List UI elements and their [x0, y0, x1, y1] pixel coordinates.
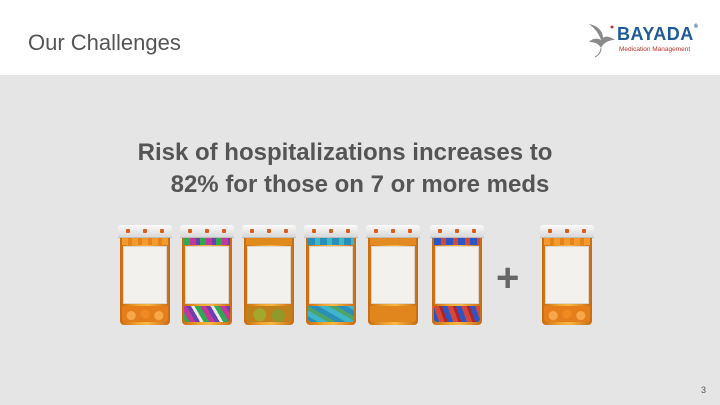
pill-bottle-icon: [540, 225, 594, 325]
slide-content: Risk of hospitalizations increases to 82…: [0, 75, 720, 405]
logo-registered-mark: ®: [693, 24, 699, 30]
bayada-logo: BAYADA® Medication Management: [585, 18, 698, 62]
logo-wordmark: BAYADA®: [617, 24, 699, 45]
pill-bottle-icon: [118, 225, 172, 325]
plus-sign: +: [496, 256, 520, 300]
logo-wordmark-text: BAYADA: [617, 24, 694, 44]
pill-bottle-icon: [304, 225, 358, 325]
pill-bottle-icon: [430, 225, 484, 325]
slide-header: Our Challenges BAYADA® Medication Manage…: [0, 0, 720, 75]
headline-line-1: Risk of hospitalizations increases to: [137, 139, 553, 166]
headline: Risk of hospitalizations increases to 82…: [0, 137, 720, 201]
pill-bottles-row: +: [0, 225, 720, 325]
dove-logo-icon: [589, 24, 615, 58]
pill-bottle-icon: [180, 225, 234, 325]
page-number: 3: [700, 385, 706, 395]
pill-bottle-icon: [242, 225, 296, 325]
pill-bottle-icon: [366, 225, 420, 325]
slide-title: Our Challenges: [28, 30, 181, 55]
logo-tagline: Medication Management: [619, 46, 691, 53]
headline-line-2: 82% for those on 7 or more meds: [170, 171, 550, 198]
